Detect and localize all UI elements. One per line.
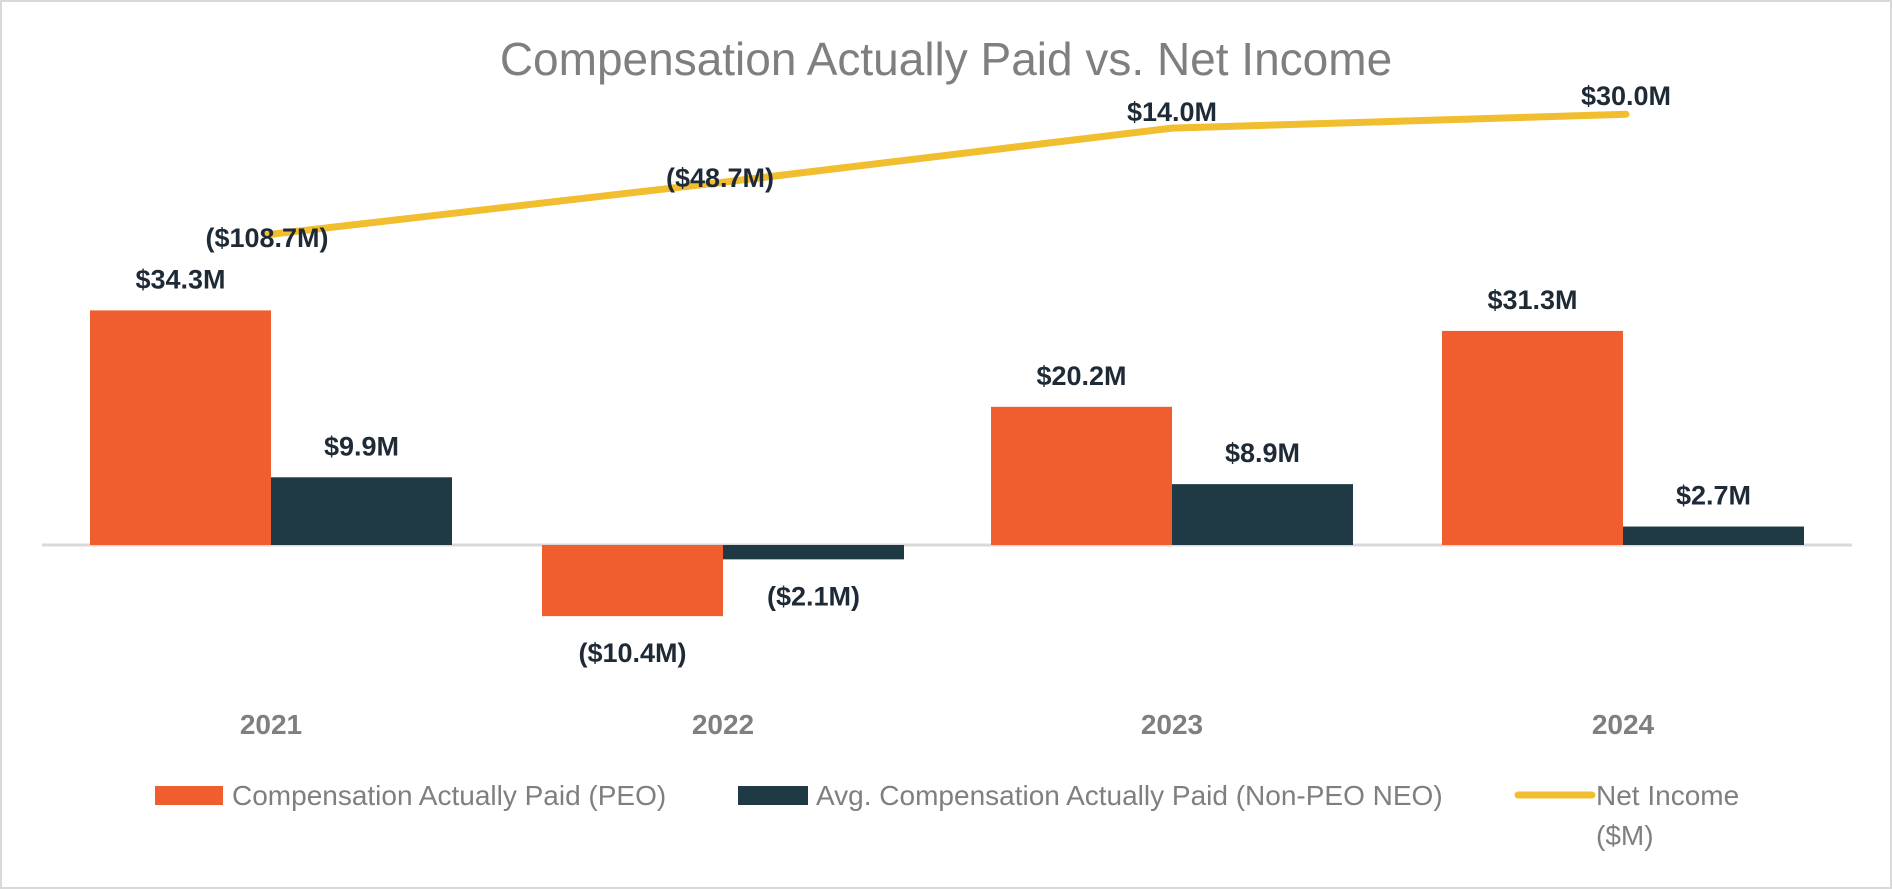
data-label-peo-2021: $34.3M	[135, 264, 225, 294]
x-axis: 2021 2022 2023 2024	[240, 709, 1655, 740]
bar-non-peo-neo-2021	[271, 477, 452, 545]
bar-peo-2021	[90, 310, 271, 545]
legend-label-non-peo-neo: Avg. Compensation Actually Paid (Non-PEO…	[816, 780, 1443, 811]
legend-label-net-income-line2: ($M)	[1596, 820, 1654, 851]
chart-title: Compensation Actually Paid vs. Net Incom…	[500, 33, 1392, 85]
data-labels-layer: $34.3M ($10.4M) $20.2M $31.3M $9.9M ($2.1M) $8…	[135, 81, 1751, 668]
bar-peo-2022	[542, 545, 723, 617]
bars-layer	[90, 310, 1804, 617]
data-label-non-peo-neo-2023: $8.9M	[1225, 438, 1300, 468]
data-label-non-peo-neo-2021: $9.9M	[324, 431, 399, 461]
data-label-peo-2023: $20.2M	[1036, 361, 1126, 391]
x-tick-2023: 2023	[1141, 709, 1203, 740]
data-label-net-income-2022: ($48.7M)	[666, 163, 774, 193]
net-income-line-layer	[263, 110, 1630, 239]
net-income-line	[263, 110, 1630, 239]
data-label-non-peo-neo-2022: ($2.1M)	[767, 581, 860, 611]
legend-label-net-income-line1: Net Income	[1596, 780, 1739, 811]
x-tick-2021: 2021	[240, 709, 302, 740]
x-tick-2024: 2024	[1592, 709, 1655, 740]
bar-non-peo-neo-2022	[723, 545, 904, 560]
legend-swatch-non-peo-neo	[738, 786, 808, 805]
data-label-non-peo-neo-2024: $2.7M	[1676, 481, 1751, 511]
x-tick-2022: 2022	[692, 709, 754, 740]
bar-non-peo-neo-2024	[1623, 526, 1804, 545]
legend-label-peo: Compensation Actually Paid (PEO)	[232, 780, 666, 811]
data-label-net-income-2021: ($108.7M)	[205, 223, 328, 253]
legend-swatch-peo	[155, 786, 223, 805]
data-label-net-income-2023: $14.0M	[1127, 97, 1217, 127]
bar-peo-2023	[991, 406, 1172, 545]
data-label-peo-2022: ($10.4M)	[578, 638, 686, 668]
data-label-peo-2024: $31.3M	[1487, 285, 1577, 315]
bar-peo-2024	[1442, 330, 1623, 545]
bar-non-peo-neo-2023	[1172, 484, 1353, 545]
data-label-net-income-2024: $30.0M	[1581, 81, 1671, 111]
legend: Compensation Actually Paid (PEO) Avg. Co…	[155, 780, 1739, 851]
